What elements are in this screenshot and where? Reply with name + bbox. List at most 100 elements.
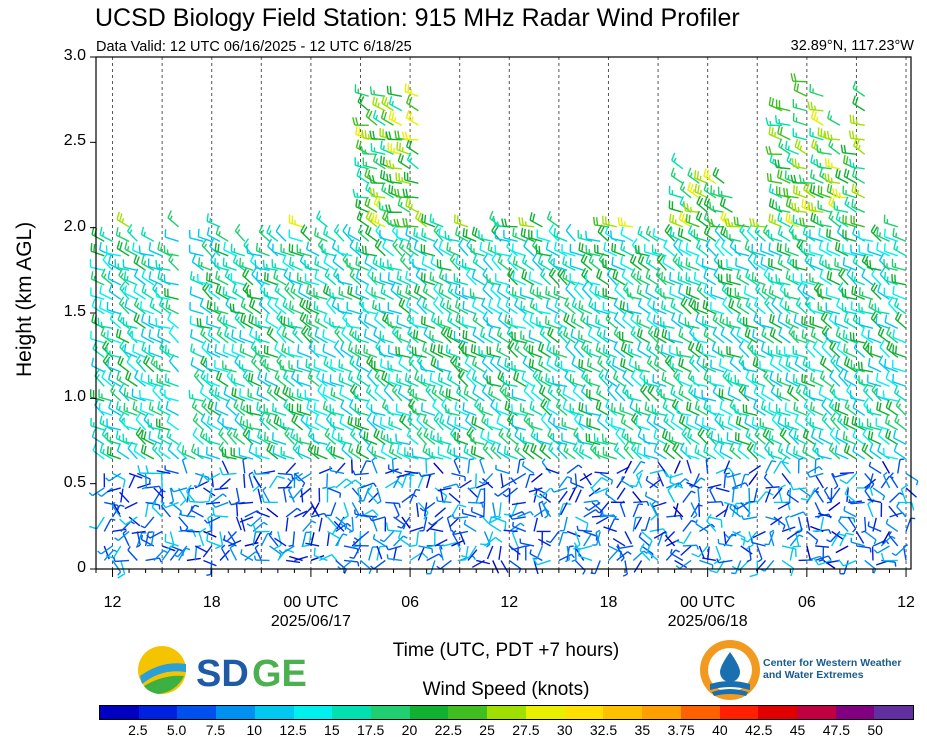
wind-barb	[127, 545, 138, 561]
wind-barb	[569, 373, 584, 388]
wind-barb	[353, 540, 369, 547]
wind-barb	[768, 213, 783, 228]
wind-barb	[132, 343, 146, 359]
wind-barb	[158, 443, 171, 460]
wind-barb	[462, 300, 477, 315]
wind-barb	[616, 545, 625, 562]
wind-barb	[206, 415, 221, 431]
wind-barb	[594, 286, 609, 300]
wind-barb	[139, 301, 155, 315]
wind-barb	[852, 95, 866, 112]
wind-barb	[396, 329, 411, 344]
wind-barb	[834, 257, 849, 271]
wind-barb	[457, 369, 469, 387]
wind-barb	[258, 224, 271, 242]
wind-barb	[116, 240, 130, 257]
wind-barb	[494, 245, 510, 257]
wind-barb	[459, 479, 472, 489]
wind-barb	[893, 443, 907, 460]
wind-barb	[709, 201, 725, 213]
wind-barb	[313, 402, 328, 417]
wind-barb	[356, 211, 370, 228]
wind-barb	[190, 343, 204, 359]
wind-barb	[222, 530, 238, 543]
wind-barb	[675, 559, 692, 570]
wind-barb	[256, 386, 270, 402]
wind-barb	[498, 545, 502, 560]
wind-barb	[490, 441, 502, 460]
wind-barb	[458, 238, 469, 257]
wind-barb	[461, 545, 477, 559]
wind-barb	[97, 317, 113, 330]
wind-barb	[661, 372, 675, 388]
wind-barb	[203, 559, 217, 567]
wind-barb	[178, 547, 191, 561]
wind-barb	[148, 242, 163, 257]
wind-barb	[115, 401, 130, 417]
wind-barb	[545, 531, 560, 544]
wind-barb	[128, 474, 136, 489]
wind-barb	[385, 131, 402, 141]
wind-barb	[467, 501, 484, 508]
wind-barb	[181, 457, 188, 474]
wind-barb	[164, 533, 179, 547]
wind-barb	[248, 443, 262, 460]
wind-barb	[806, 530, 819, 545]
wind-barb	[470, 507, 485, 518]
wind-barb	[157, 328, 171, 344]
wind-barb	[536, 432, 551, 446]
wind-barb	[420, 402, 436, 417]
wind-barb	[97, 545, 113, 555]
wind-barb	[296, 374, 312, 388]
wind-barb	[496, 298, 510, 315]
wind-barb	[330, 387, 345, 402]
wind-barb	[304, 259, 320, 272]
wind-barb	[823, 486, 833, 503]
wind-barb	[522, 311, 535, 329]
wind-barb	[191, 254, 204, 271]
wind-barb	[128, 516, 141, 527]
wind-barb	[703, 225, 717, 242]
wind-barb	[214, 344, 229, 359]
wind-barb	[833, 389, 849, 402]
wind-barb	[467, 473, 477, 490]
wind-barb	[407, 413, 419, 431]
wind-barb	[215, 226, 229, 242]
wind-barb	[206, 227, 221, 242]
wind-barb	[622, 560, 628, 577]
wind-barb	[359, 487, 370, 502]
wind-barb	[329, 466, 345, 475]
wind-barb	[355, 256, 370, 271]
wind-barb	[430, 312, 444, 329]
wind-barb	[332, 253, 345, 271]
wind-barb	[437, 360, 452, 373]
wind-barb	[208, 283, 221, 300]
wind-barb	[699, 559, 714, 570]
wind-barb	[165, 299, 179, 315]
wind-barb	[396, 229, 411, 242]
wind-barb	[392, 502, 400, 519]
wind-barb	[99, 300, 113, 315]
wind-barb	[574, 559, 586, 575]
wind-barb	[522, 442, 535, 460]
wind-barb	[719, 400, 733, 417]
wind-barb	[159, 340, 171, 358]
wind-barb	[405, 270, 419, 286]
wind-barb	[314, 270, 328, 286]
wind-barb	[239, 329, 254, 344]
wind-barb	[199, 297, 213, 315]
wind-barb	[528, 358, 543, 373]
wind-barb	[593, 433, 609, 446]
wind-barb	[818, 241, 832, 257]
wind-barb	[412, 258, 427, 272]
wind-barb	[873, 545, 890, 554]
wind-barb	[151, 441, 163, 460]
wind-barb	[380, 110, 394, 126]
wind-barb	[671, 152, 684, 170]
wind-barb	[248, 298, 262, 315]
wind-barb	[448, 492, 461, 503]
wind-barb	[463, 385, 477, 402]
wind-barb	[379, 530, 395, 543]
wind-barb	[563, 327, 576, 344]
wind-barb	[280, 315, 295, 330]
